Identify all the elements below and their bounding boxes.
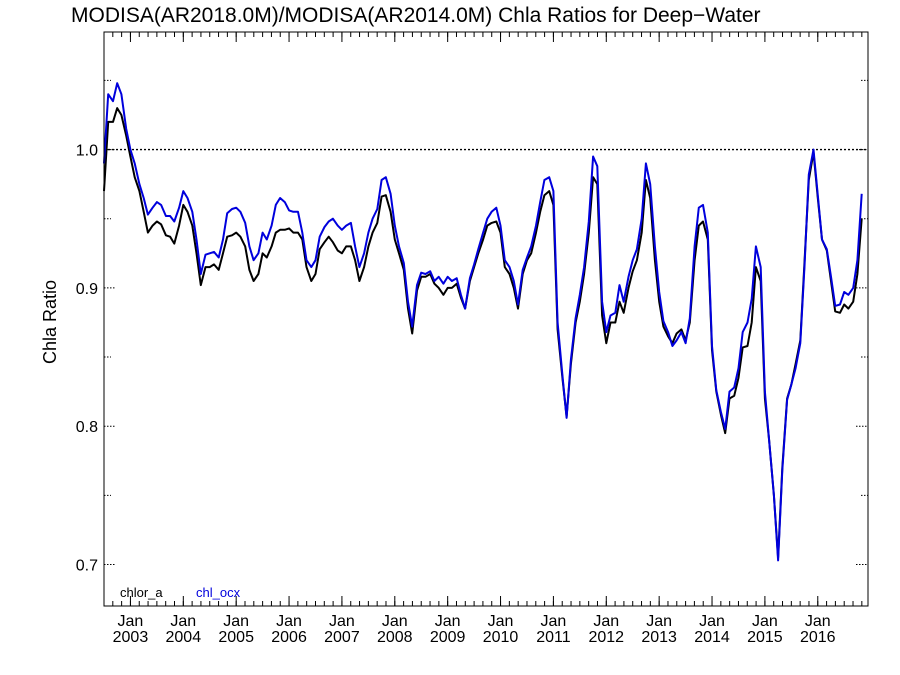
- x-tick-label-year: 2011: [536, 629, 571, 646]
- x-tick-label-year: 2014: [694, 629, 730, 646]
- x-tick-label-year: 2015: [747, 629, 783, 646]
- x-tick-label-month: Jan: [118, 613, 144, 630]
- x-tick-label-year: 2004: [166, 629, 202, 646]
- x-tick-label-month: Jan: [593, 613, 619, 630]
- x-tick-label-month: Jan: [541, 613, 567, 630]
- series-lines: [103, 82, 868, 562]
- y-tick-label: 0.8: [76, 419, 98, 436]
- legend-entry-chl-ocx: chl_ocx: [196, 585, 241, 600]
- y-tick-label: 1.0: [76, 143, 98, 160]
- axis-tick-labels: Jan2003Jan2004Jan2005Jan2006Jan2007Jan20…: [76, 143, 836, 646]
- legend-entry-chlor-a: chlor_a: [120, 585, 163, 600]
- y-tick-label: 0.9: [76, 281, 98, 298]
- x-tick-label-month: Jan: [646, 613, 672, 630]
- plot-area: Jan2003Jan2004Jan2005Jan2006Jan2007Jan20…: [76, 31, 869, 646]
- x-tick-label-year: 2010: [483, 629, 519, 646]
- y-axis-label: Chla Ratio: [40, 280, 60, 364]
- x-tick-label-year: 2009: [430, 629, 466, 646]
- plot-frame: [103, 31, 869, 607]
- y-tick-label: 0.7: [76, 558, 98, 575]
- legend: chlor_a chl_ocx: [120, 585, 241, 600]
- axis-ticks: [103, 32, 868, 606]
- x-tick-label-year: 2005: [218, 629, 254, 646]
- x-tick-label-year: 2012: [588, 629, 624, 646]
- x-tick-label-year: 2016: [800, 629, 836, 646]
- x-tick-label-month: Jan: [329, 613, 355, 630]
- x-tick-label-month: Jan: [699, 613, 725, 630]
- series-line-chl-ocx: [103, 82, 863, 562]
- x-tick-label-year: 2006: [271, 629, 307, 646]
- chart-title: MODISA(AR2018.0M)/MODISA(AR2014.0M) Chla…: [71, 4, 761, 27]
- series-line-chlor-a: [103, 107, 863, 559]
- x-tick-label-year: 2013: [641, 629, 677, 646]
- x-tick-label-month: Jan: [170, 613, 196, 630]
- x-tick-label-month: Jan: [435, 613, 461, 630]
- x-tick-label-month: Jan: [752, 613, 778, 630]
- x-tick-label-year: 2003: [113, 629, 149, 646]
- x-tick-label-month: Jan: [488, 613, 514, 630]
- x-tick-label-month: Jan: [805, 613, 831, 630]
- x-tick-label-month: Jan: [276, 613, 302, 630]
- x-tick-label-year: 2008: [377, 629, 413, 646]
- x-tick-label-year: 2007: [324, 629, 360, 646]
- x-tick-label-month: Jan: [382, 613, 408, 630]
- x-tick-label-month: Jan: [223, 613, 249, 630]
